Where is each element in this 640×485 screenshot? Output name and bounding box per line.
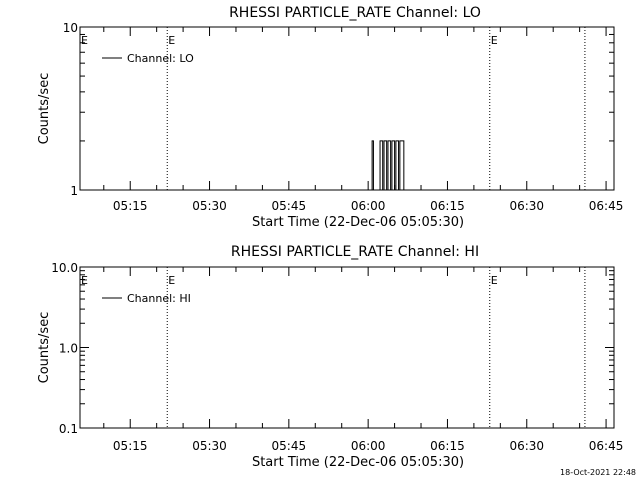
chart-1-event-marker-label-edge: E	[81, 274, 88, 287]
chart-0-title: RHESSI PARTICLE_RATE Channel: LO	[229, 5, 481, 21]
chart-1-x-tick-label: 05:30	[192, 439, 227, 453]
chart-0-x-tick-label: 05:30	[192, 199, 227, 213]
chart-0-y-tick-label: 1	[70, 184, 78, 198]
footer-timestamp-visible: 18-Oct-2021 22:48	[560, 468, 636, 477]
chart-1-y-axis-label: Counts/sec	[37, 312, 52, 384]
chart-1-x-tick-label: 06:45	[589, 439, 624, 453]
chart-1-legend-label: Channel: HI	[127, 292, 191, 305]
chart-1-x-axis-label: Start Time (22-Dec-06 05:05:30)	[252, 455, 464, 470]
chart-0-y-axis-label: Counts/sec	[37, 73, 52, 145]
chart-0-legend-label: Channel: LO	[127, 52, 194, 65]
chart-0-x-tick-label: 05:15	[113, 199, 148, 213]
chart-0-x-tick-label: 05:45	[272, 199, 307, 213]
chart-1-x-tick-label: 05:45	[272, 439, 307, 453]
chart-1-y-tick-label: 0.1	[59, 422, 78, 436]
chart-1-x-tick-label: 06:15	[430, 439, 465, 453]
chart-0-event-marker-label-edge: E	[81, 34, 88, 47]
chart-1-x-tick-label: 05:15	[113, 439, 148, 453]
chart-1-x-tick-label: 06:30	[509, 439, 544, 453]
chart-1-y-tick-label: 1.0	[59, 342, 78, 356]
chart-0-x-tick-label: 06:30	[509, 199, 544, 213]
chart-0-x-tick-label: 06:45	[589, 199, 624, 213]
chart-1-event-marker-label: E	[168, 274, 175, 287]
chart-0-series-line	[371, 141, 404, 190]
chart-0-y-tick-label: 10	[63, 21, 78, 35]
chart-0-x-tick-label: 06:00	[351, 199, 386, 213]
chart-1-y-tick-label: 10.0	[51, 261, 78, 275]
chart-1-event-marker-label: E	[491, 274, 498, 287]
chart-1-title: RHESSI PARTICLE_RATE Channel: HI	[231, 244, 479, 260]
chart-0-event-marker-label: E	[168, 34, 175, 47]
chart-1-x-tick-label: 06:00	[351, 439, 386, 453]
chart-0-x-axis-label: Start Time (22-Dec-06 05:05:30)	[252, 215, 464, 230]
chart-0-event-marker-label: E	[491, 34, 498, 47]
chart-0-x-tick-label: 06:15	[430, 199, 465, 213]
